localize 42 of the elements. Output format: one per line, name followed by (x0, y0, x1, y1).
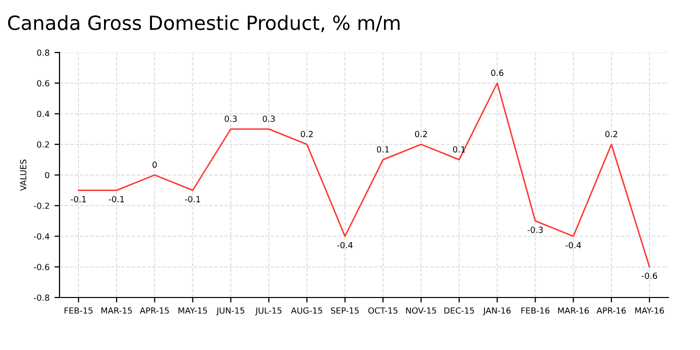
y-tick-label: 0 (45, 172, 50, 178)
y-tick-label: -0.8 (34, 294, 50, 301)
data-label: 0.2 (605, 130, 618, 138)
chart-title: Canada Gross Domestic Product, % m/m (8, 15, 400, 32)
x-tick-label: NOV-15 (406, 307, 436, 314)
data-label: -0.6 (642, 272, 658, 279)
y-tick-label: -0.2 (34, 202, 49, 209)
y-tick-label: 0.6 (37, 80, 50, 86)
x-tick-label: APR-15 (140, 307, 169, 314)
x-tick-label: MAR-16 (558, 307, 589, 314)
y-tick-label: -0.4 (34, 233, 50, 240)
x-tick-label: MAY-16 (635, 307, 664, 314)
data-label: 0.6 (491, 70, 504, 76)
y-axis-title: VALUES (20, 160, 26, 191)
x-tick-label: JUL-15 (255, 307, 282, 316)
x-tick-label: OCT-15 (368, 307, 398, 314)
x-tick-label: FEB-15 (64, 307, 92, 314)
x-tick-label: APR-16 (596, 307, 626, 314)
x-tick-label: MAR-15 (101, 307, 132, 314)
x-tick-label: AUG-15 (291, 307, 322, 314)
y-tick-label: 0.4 (37, 110, 50, 118)
y-tick-label: 0.8 (37, 49, 50, 56)
x-tick-label: JAN-16 (482, 307, 511, 316)
data-label: -0.1 (108, 196, 124, 202)
data-label: 0.1 (376, 146, 389, 153)
data-label: 0 (152, 162, 157, 168)
data-label: 0.3 (224, 116, 237, 122)
x-tick-label: JUN-15 (216, 307, 244, 316)
x-tick-label: SEP-15 (331, 307, 359, 314)
data-label: -0.3 (528, 226, 543, 233)
y-tick-label: 0.2 (37, 141, 49, 148)
data-label: -0.1 (70, 196, 86, 202)
data-label: 0.3 (262, 116, 275, 122)
data-label: 0.2 (415, 130, 427, 138)
y-tick-label: -0.6 (34, 264, 50, 270)
data-label: -0.4 (337, 242, 353, 248)
data-label: -0.1 (184, 196, 200, 202)
x-tick-label: DEC-15 (444, 307, 474, 314)
data-label: -0.4 (566, 242, 582, 248)
data-label: 0.2 (300, 130, 313, 138)
x-tick-label: MAY-15 (178, 307, 207, 314)
x-tick-label: FEB-16 (521, 307, 550, 314)
